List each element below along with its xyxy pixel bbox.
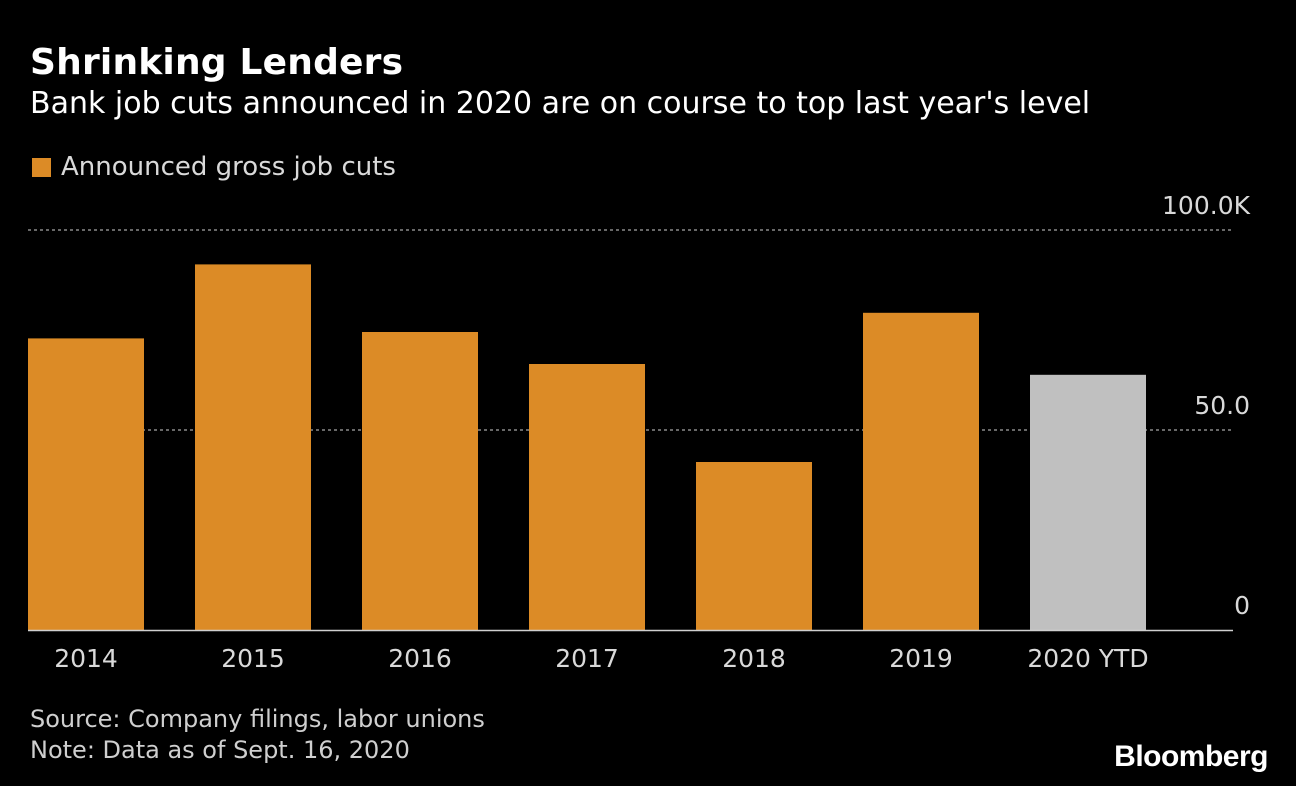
bar-2016 [362,332,478,630]
y-tick-label: 100.0K [1162,191,1251,220]
legend-swatch [32,157,51,177]
y-tick-label: 50.0 [1194,391,1250,420]
bar-2015 [195,264,311,630]
chart-subtitle: Bank job cuts announced in 2020 are on c… [30,86,1091,121]
bar-2018 [696,462,812,630]
bloomberg-logo: Bloomberg [1114,740,1268,773]
bar-2019 [863,312,979,630]
x-tick-label: 2016 [388,644,452,673]
bar-2020-ytd [1030,374,1146,630]
bar-2017 [529,364,645,630]
chart-title: Shrinking Lenders [30,42,404,83]
x-tick-label: 2018 [722,644,786,673]
y-tick-label: 0 [1234,591,1250,620]
y-tick-labels: 100.0K 50.0 0 [1162,191,1251,620]
x-tick-label: 2017 [555,644,619,673]
x-tick-label: 2020 YTD [1027,644,1148,673]
legend-label: Announced gross job cuts [61,152,396,182]
source-note: Source: Company filings, labor unions [30,705,485,733]
data-note: Note: Data as of Sept. 16, 2020 [30,736,410,764]
x-tick-label: 2019 [889,644,953,673]
x-tick-label: 2015 [221,644,285,673]
footer: Source: Company filings, labor unions No… [30,704,485,766]
bars [28,264,1146,630]
bar-2014 [28,338,144,630]
x-tick-labels: 2014 2015 2016 2017 2018 2019 2020 YTD [54,644,1149,673]
x-tick-label: 2014 [54,644,118,673]
legend: Announced gross job cuts [32,152,396,182]
